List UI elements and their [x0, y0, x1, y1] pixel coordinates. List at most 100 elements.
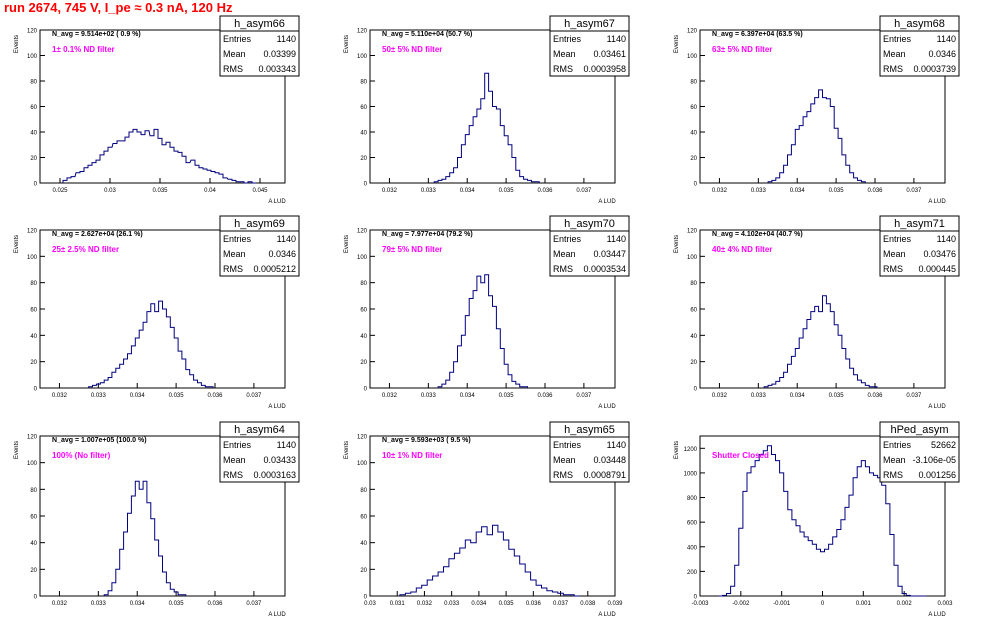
navg-label: N_avg = 7.977e+04 (79.2 %): [382, 231, 473, 238]
stats-box: [219, 215, 300, 277]
x-tick-label: 0.037: [246, 393, 262, 399]
stats-value: 0.0003739: [913, 64, 956, 74]
x-tick-label: 0.045: [252, 188, 268, 194]
y-axis-label: Events: [344, 35, 350, 53]
y-axis-label: Events: [14, 235, 20, 253]
x-tick-label: 0.033: [444, 601, 460, 607]
stats-label: RMS: [883, 470, 903, 480]
y-tick-label: 100: [687, 54, 698, 60]
y-tick-label: 0: [364, 182, 368, 188]
y-tick-label: 60: [30, 308, 37, 314]
y-axis-label: Events: [344, 441, 350, 459]
y-axis-label: Events: [674, 235, 680, 253]
y-tick-label: 40: [30, 541, 37, 547]
x-tick-label: 0.037: [576, 393, 592, 399]
y-tick-label: 120: [27, 435, 38, 441]
x-tick-label: 0.04: [204, 188, 216, 194]
y-tick-label: 120: [687, 29, 698, 35]
histogram-name: h_asym66: [234, 18, 285, 30]
x-tick-label: 0.037: [906, 188, 922, 194]
stats-value: 1140: [277, 34, 296, 44]
histogram-series: [437, 274, 528, 388]
stats-value: 0.0346: [928, 49, 956, 59]
y-tick-label: 20: [30, 156, 37, 162]
y-tick-label: 0: [34, 387, 38, 393]
stats-value: 1140: [607, 440, 626, 450]
y-axis-label: Events: [344, 235, 350, 253]
navg-label: N_avg = 9.593e+03 ( 9.5 %): [382, 437, 471, 444]
stats-box: [879, 15, 960, 77]
x-tick-label: 0.034: [130, 393, 146, 399]
y-tick-label: 100: [27, 255, 38, 261]
y-tick-label: 100: [357, 54, 368, 60]
y-tick-label: 20: [360, 156, 367, 162]
histogram-name: h_asym64: [234, 424, 285, 436]
y-tick-label: 0: [364, 387, 368, 393]
histogram-panel: 0 20 40 60 80 100 120 0.032 0.033 0.034 0.035 0.036…: [674, 15, 960, 205]
x-tick-label: -0.002: [732, 601, 750, 607]
y-tick-label: 60: [30, 105, 37, 111]
stats-label: Mean: [883, 455, 906, 465]
filter-note: 63± 5% ND filter: [712, 45, 772, 54]
x-tick-label: 0.033: [91, 393, 107, 399]
histogram-panel: 0 20 40 60 80 100 120 0.032 0.033 0.034 0.035 0.036…: [14, 215, 300, 410]
stats-label: Entries: [883, 34, 912, 44]
x-tick-label: 0.035: [499, 601, 515, 607]
stats-value: 0.03447: [593, 249, 626, 259]
x-tick-label: 0.035: [499, 393, 515, 399]
stats-box: [879, 421, 960, 483]
x-axis-label: A LUD: [928, 612, 946, 618]
stats-label: Entries: [883, 234, 912, 244]
stats-value: 1140: [277, 440, 296, 450]
x-tick-label: 0.034: [460, 393, 476, 399]
histogram-name: hPed_asym: [890, 424, 948, 436]
stats-value: 0.0346: [268, 249, 296, 259]
stats-label: Mean: [553, 455, 576, 465]
y-tick-label: 0: [364, 595, 368, 601]
navg-label: N_avg = 2.627e+04 (26.1 %): [52, 231, 143, 238]
histogram-series: [763, 295, 878, 388]
x-tick-label: 0.036: [867, 393, 883, 399]
x-tick-label: 0.035: [169, 601, 185, 607]
page-title: run 2674, 745 V, I_pe ≈ 0.3 nA, 120 Hz: [4, 0, 233, 15]
y-tick-label: 40: [690, 334, 697, 340]
stats-label: RMS: [223, 64, 243, 74]
y-tick-label: 80: [30, 488, 37, 494]
x-tick-label: 0.032: [712, 393, 728, 399]
histogram-panel: 0 20 40 60 80 100 120 0.032 0.033 0.034 0.035 0.036…: [14, 421, 300, 618]
y-tick-label: 1000: [684, 471, 698, 477]
stats-box: [219, 421, 300, 483]
stats-value: 0.0008791: [583, 470, 626, 480]
histogram-series: [88, 300, 214, 388]
histogram-panel: 0 20 40 60 80 100 120 0.032 0.033 0.034 0.035 0.036…: [674, 215, 960, 410]
y-axis-label: Events: [674, 441, 680, 459]
stats-value: 0.03433: [263, 455, 296, 465]
y-tick-label: 0: [694, 387, 698, 393]
histogram-name: h_asym69: [234, 218, 285, 230]
y-tick-label: 20: [690, 360, 697, 366]
stats-value: 1140: [607, 34, 626, 44]
x-tick-label: 0.036: [526, 601, 542, 607]
stats-value: 0.001256: [918, 470, 956, 480]
stats-value: 0.003343: [258, 64, 296, 74]
x-tick-label: 0.037: [906, 393, 922, 399]
stats-value: 0.0005212: [253, 264, 296, 274]
x-axis-label: A LUD: [598, 199, 616, 205]
x-tick-label: 0.037: [553, 601, 569, 607]
y-tick-label: 60: [30, 515, 37, 521]
y-tick-label: 100: [687, 255, 698, 261]
x-tick-label: 0.034: [471, 601, 487, 607]
x-tick-label: 0.033: [751, 393, 767, 399]
histogram-panel: 0 20 40 60 80 100 120 0.03 0.031 0.032 0.033 0.034 0…: [344, 421, 630, 618]
histogram-panel: 0 200 400 600 800 1000 1200 -0.003 -0.002 -0.001 0…: [674, 421, 960, 618]
x-tick-label: 0.033: [421, 393, 437, 399]
y-tick-label: 600: [687, 521, 698, 527]
y-tick-label: 120: [687, 229, 698, 235]
y-tick-label: 20: [30, 568, 37, 574]
stats-label: Entries: [553, 34, 582, 44]
y-tick-label: 20: [360, 568, 367, 574]
filter-note: 1± 0.1% ND filter: [52, 45, 115, 54]
navg-label: N_avg = 1.007e+05 (100.0 %): [52, 437, 147, 444]
histogram-panel: 0 20 40 60 80 100 120 0.032 0.033 0.034 0.035 0.036…: [344, 15, 630, 205]
y-tick-label: 40: [30, 131, 37, 137]
